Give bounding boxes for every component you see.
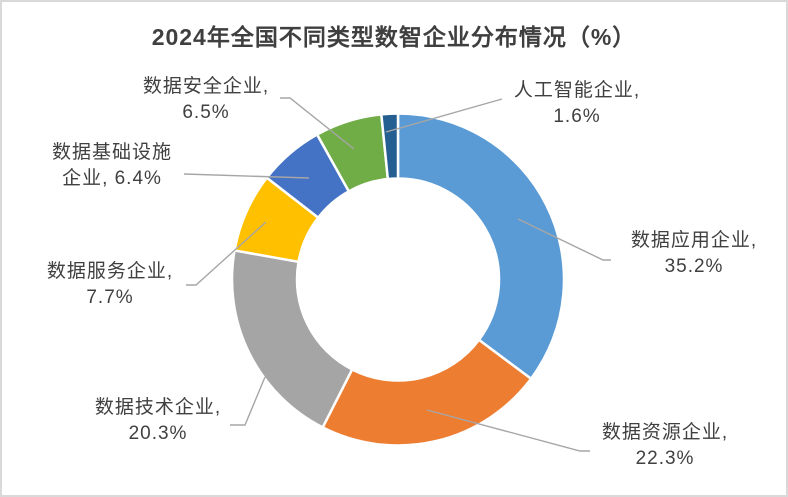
label-data-security-value: 6.5% <box>182 102 230 123</box>
label-data-infrastructure-value: 企业, 6.4% <box>62 168 162 189</box>
label-data-technology-value: 20.3% <box>128 423 188 444</box>
leader-line-2 <box>426 409 590 452</box>
label-data-resource-name: 数据资源企业, <box>601 422 729 443</box>
label-data-technology: 数据技术企业, 20.3% <box>68 395 248 447</box>
donut-slice-3[interactable] <box>230 249 354 429</box>
label-data-service: 数据服务企业, 7.7% <box>20 259 200 311</box>
label-data-security: 数据安全企业, 6.5% <box>116 74 296 126</box>
label-data-service-name: 数据服务企业, <box>46 261 174 282</box>
label-ai-enterprise-name: 人工智能企业, <box>513 80 641 101</box>
label-data-resource-value: 22.3% <box>635 448 695 469</box>
label-data-infrastructure: 数据基础设施 企业, 6.4% <box>22 140 202 192</box>
label-data-application: 数据应用企业, 35.2% <box>604 228 784 280</box>
label-data-application-value: 35.2% <box>664 256 724 277</box>
label-data-infrastructure-name: 数据基础设施 <box>51 142 172 163</box>
leader-line-6 <box>280 97 355 150</box>
donut-slice-1[interactable] <box>396 112 566 381</box>
leader-line-3 <box>230 376 266 426</box>
leader-line-1 <box>517 218 611 261</box>
leader-line-7 <box>385 98 503 133</box>
chart-title: 2024年全国不同类型数智企业分布情况（%） <box>151 24 637 50</box>
leader-line-5 <box>183 173 310 179</box>
label-ai-enterprise-value: 1.6% <box>553 106 601 127</box>
leader-line-4 <box>186 221 267 286</box>
label-data-service-value: 7.7% <box>86 287 134 308</box>
label-data-application-name: 数据应用企业, <box>630 230 758 251</box>
label-data-security-name: 数据安全企业, <box>142 76 270 97</box>
label-data-technology-name: 数据技术企业, <box>94 397 222 418</box>
label-data-resource: 数据资源企业, 22.3% <box>575 420 755 472</box>
label-ai-enterprise: 人工智能企业, 1.6% <box>487 78 667 130</box>
